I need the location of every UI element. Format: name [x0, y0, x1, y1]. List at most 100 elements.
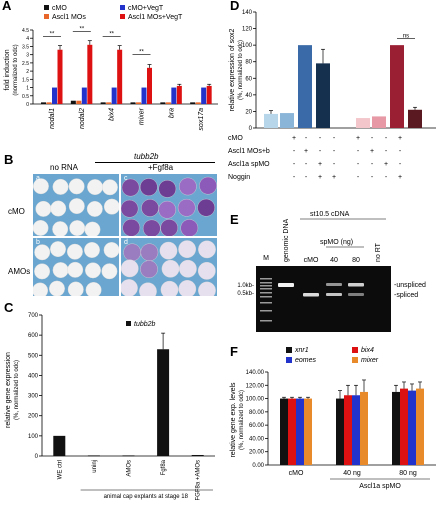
embryo [179, 259, 197, 278]
y-tick-label: 3 [26, 53, 29, 59]
panel-b: B tubb2b no RNA +Fgf8a cMO AMOs a c b d [0, 150, 225, 300]
legend-label: bix4 [361, 347, 374, 354]
bar [53, 435, 66, 456]
embryo [50, 200, 67, 217]
embryo [50, 241, 66, 258]
sig-mark: ns [403, 34, 409, 40]
bar [176, 85, 182, 104]
y-tick-label: 4.5 [22, 28, 29, 34]
bar [76, 100, 82, 104]
y-tick-label: 20 [245, 109, 252, 115]
lane-label: 40 [330, 257, 338, 264]
y-axis-label: relative gene expression [5, 352, 12, 428]
embryo [178, 240, 196, 258]
bar [46, 102, 52, 104]
row-label: Ascl1a spMO [228, 161, 270, 168]
photo-sub-label: d [124, 239, 128, 246]
bar [160, 102, 166, 104]
table-mark: - [305, 174, 308, 181]
y-tick-label: 3.5 [22, 44, 29, 50]
top-label: st10.5 cDNA [310, 211, 350, 218]
panel-b-row-label: cMO [8, 207, 25, 216]
embryo [123, 243, 141, 262]
embryo [35, 200, 52, 217]
y-tick-label: 300 [28, 394, 39, 400]
embryo [159, 241, 178, 260]
y-tick-label: 2.5 [22, 61, 29, 67]
table-mark: + [398, 174, 402, 181]
bar [141, 87, 147, 104]
table-mark: - [385, 135, 388, 142]
embryo-photo-a: a [33, 174, 119, 236]
row-label: cMO [228, 135, 243, 142]
x-tick-label: mixer [139, 107, 146, 125]
panel-f: F 0.00 20.00 40.00 60.00 80.00 100.00 120.00 14… [226, 340, 441, 500]
x-tick-label: uninj [92, 460, 98, 473]
y-tick-label: 0.00 [252, 463, 264, 469]
bar [165, 102, 171, 104]
gel-background [256, 266, 391, 332]
row-label: Ascl1 MOs+b [228, 148, 270, 155]
y-tick-label: 120 [242, 27, 253, 33]
lane-label: 80 [352, 257, 360, 264]
table-mark: - [293, 161, 296, 168]
sig-mark: ** [79, 27, 84, 33]
sig-mark: ** [139, 50, 144, 56]
embryo [197, 198, 215, 217]
bar [171, 87, 177, 104]
embryo [139, 282, 157, 296]
legend-label: Ascl1 MOs+VegT [128, 14, 183, 21]
y-tick-label: 140.00 [246, 370, 265, 376]
embryo [85, 282, 102, 296]
y-axis-label: fold induction [4, 49, 11, 90]
bar [280, 398, 288, 465]
embryo [52, 221, 69, 236]
table-mark: - [357, 161, 360, 168]
photo-sub-label: b [36, 239, 40, 246]
embryo [52, 178, 69, 195]
y-tick-label: 80.00 [249, 410, 265, 416]
embryo [122, 218, 141, 236]
table-mark: - [371, 174, 374, 181]
y-tick-label: 120.00 [246, 383, 265, 389]
y-axis-sublabel: (%, normalized to odc) [14, 360, 20, 420]
y-tick-label: 100 [242, 43, 253, 49]
x-tick-label: FGF8a +AMOs [196, 460, 202, 500]
table-mark: + [398, 135, 402, 142]
embryo [199, 176, 217, 195]
marker-label: 1.0kb- [237, 283, 254, 289]
embryo-photo-d: d [121, 238, 217, 296]
table-mark: + [384, 161, 388, 168]
embryo [87, 179, 103, 195]
embryo [66, 243, 83, 260]
embryo [180, 219, 199, 236]
sig-mark: ** [50, 32, 55, 38]
y-tick-label: 100.00 [246, 397, 265, 403]
panel-d-label: D [230, 0, 240, 13]
table-mark: - [385, 174, 388, 181]
bar [136, 102, 141, 104]
chart-c: 0 100 200 300 400 500 600 700 relative gene expr… [5, 313, 215, 501]
embryo [103, 198, 119, 215]
bar [288, 398, 296, 465]
y-tick-label: 100 [28, 434, 39, 440]
table-mark: - [371, 161, 374, 168]
embryo [68, 198, 85, 215]
row-label: Noggin [228, 174, 250, 181]
y-tick-label: 4 [26, 36, 29, 42]
y-tick-label: 40 [245, 93, 252, 99]
x-tick-label: WE ctrl [57, 460, 63, 479]
embryo [140, 260, 158, 279]
embryo [198, 240, 216, 259]
embryo [85, 262, 101, 279]
embryo [52, 262, 69, 279]
legend-label: Ascl1 MOs [52, 14, 86, 21]
embryo [34, 263, 51, 280]
bar [296, 398, 304, 465]
bar [106, 102, 112, 104]
bar [130, 102, 136, 104]
panel-e-label: E [230, 212, 239, 227]
y-tick-label: 40.00 [249, 436, 265, 442]
embryo [68, 178, 85, 195]
legend-label: cMO [52, 5, 67, 12]
